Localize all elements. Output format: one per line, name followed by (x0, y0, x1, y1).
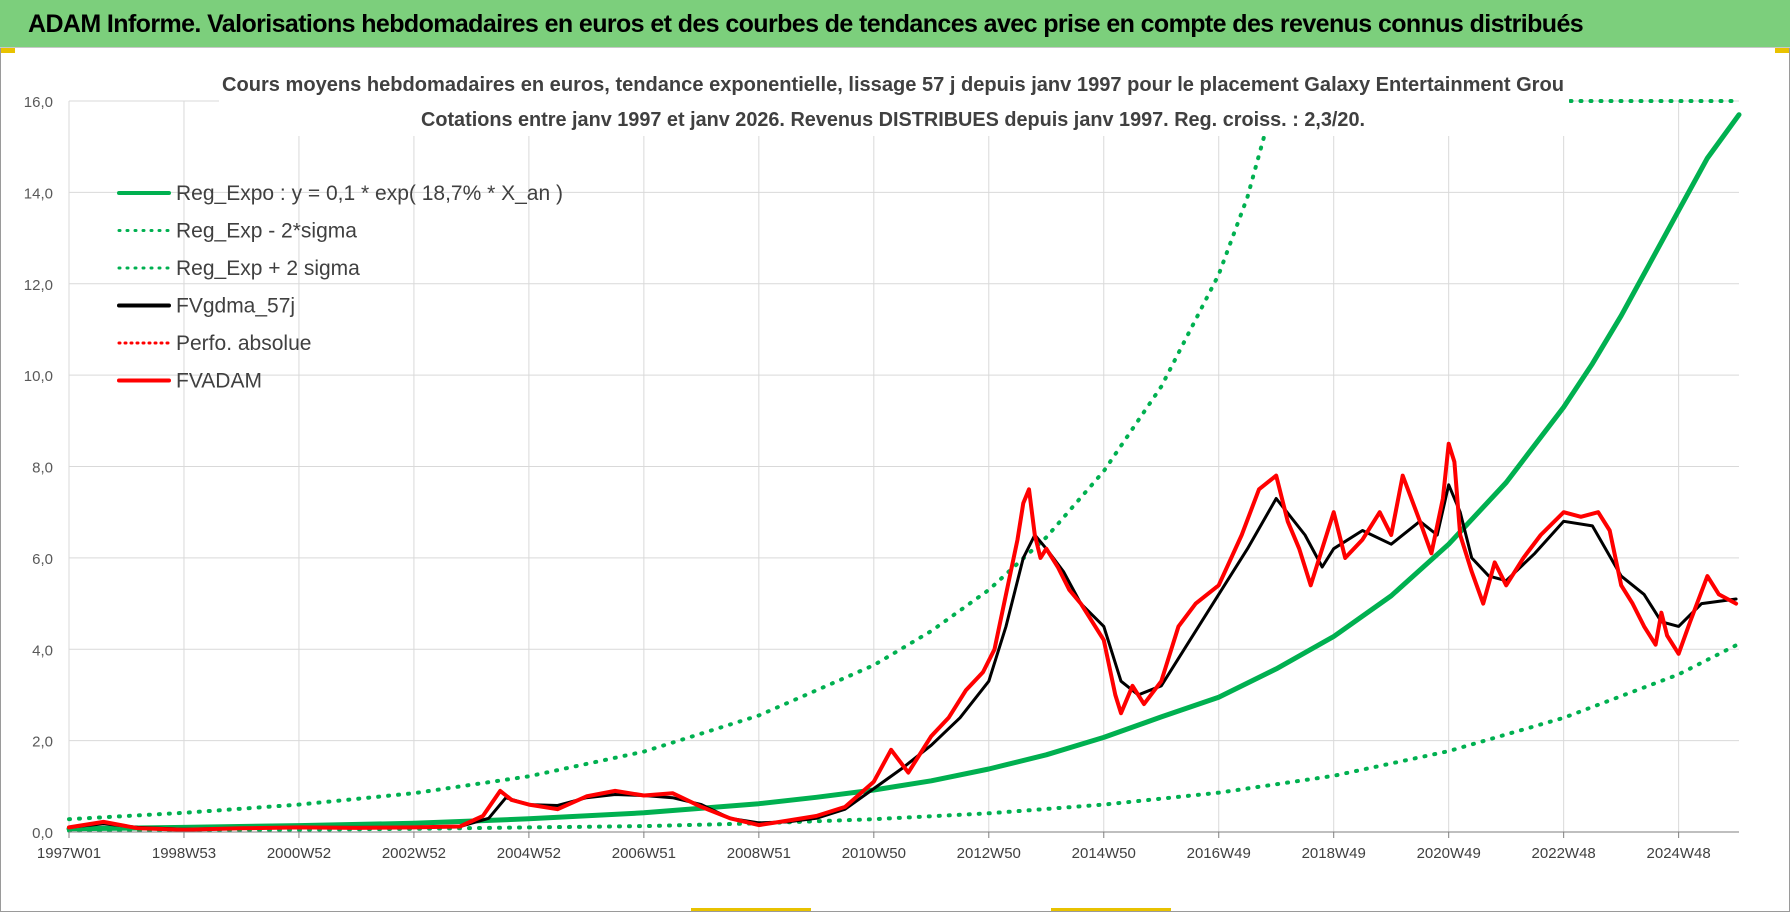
grid-layer (68, 100, 1739, 833)
chart-title-line-1: Cours moyens hebdomadaires en euros, ten… (222, 74, 1564, 96)
y-tick-label: 0,0 (32, 825, 53, 842)
axis-layer: 0,0 2,0 4,0 6,0 8,0 10,0 12,0 14,0 16,0 1997W01 19… (24, 94, 1739, 862)
legend-label-reg-plus: Reg_Exp + 2 sigma (176, 257, 360, 280)
chart-title-line-2: Cotations entre janv 1997 et janv 2026. … (421, 109, 1365, 131)
series-reg-expo (66, 112, 1742, 832)
legend-label-reg-minus: Reg_Exp - 2*sigma (176, 220, 357, 243)
series-reg-plus-2sigma (67, 99, 1741, 822)
y-tick-label: 4,0 (32, 642, 53, 659)
corner-mark-right (1775, 48, 1789, 53)
legend-label-reg-expo: Reg_Expo : y = 0,1 * exp( 18,7% * X_an ) (176, 182, 563, 205)
series-fvgdma-57j (67, 483, 1738, 831)
x-tick-label: 2002W52 (382, 845, 446, 862)
corner-mark-left (1, 48, 15, 53)
y-tick-label: 14,0 (24, 185, 53, 202)
legend-label-perfo: Perfo. absolue (176, 332, 311, 355)
x-tick-label: 1997W01 (37, 845, 101, 862)
y-tick-label: 10,0 (24, 368, 53, 385)
x-tick-label: 2012W50 (957, 845, 1021, 862)
x-tick-label: 2010W50 (842, 845, 906, 862)
y-tick-label: 2,0 (32, 734, 53, 751)
x-tick-label: 1998W53 (152, 845, 216, 862)
x-tick-label: 2006W51 (612, 845, 676, 862)
legend: Reg_Expo : y = 0,1 * exp( 18,7% * X_an )… (117, 182, 563, 393)
series-reg-minus-2sigma (67, 641, 1741, 833)
x-tick-label: 2004W52 (497, 845, 561, 862)
x-tick-label: 2000W52 (267, 845, 331, 862)
y-tick-label: 8,0 (32, 460, 53, 477)
series-fvadam (67, 441, 1739, 832)
header-bar: ADAM Informe. Valorisations hebdomadaire… (0, 0, 1790, 48)
legend-label-fvadam: FVADAM (176, 370, 262, 393)
page-title: ADAM Informe. Valorisations hebdomadaire… (28, 10, 1584, 38)
series-layer (66, 99, 1742, 833)
title-background (219, 64, 1569, 136)
y-tick-label: 16,0 (24, 94, 53, 111)
x-tick-label: 2022W48 (1532, 845, 1596, 862)
x-tick-label: 2008W51 (727, 845, 791, 862)
x-tick-label: 2014W50 (1072, 845, 1136, 862)
y-tick-label: 6,0 (32, 551, 53, 568)
corner-mark-bottom-left (691, 908, 811, 911)
corner-mark-bottom-right (1051, 908, 1171, 911)
x-tick-label: 2020W49 (1417, 845, 1481, 862)
legend-label-fvgdma: FVgdma_57j (176, 295, 295, 318)
x-tick-label: 2016W49 (1187, 845, 1251, 862)
chart-svg: 0,0 2,0 4,0 6,0 8,0 10,0 12,0 14,0 16,0 1997W01 19… (24, 64, 1742, 862)
x-tick-label: 2018W49 (1302, 845, 1366, 862)
x-tick-label: 2024W48 (1647, 845, 1711, 862)
y-tick-label: 12,0 (24, 277, 53, 294)
chart-frame: 0,0 2,0 4,0 6,0 8,0 10,0 12,0 14,0 16,0 1997W01 19… (0, 48, 1790, 912)
